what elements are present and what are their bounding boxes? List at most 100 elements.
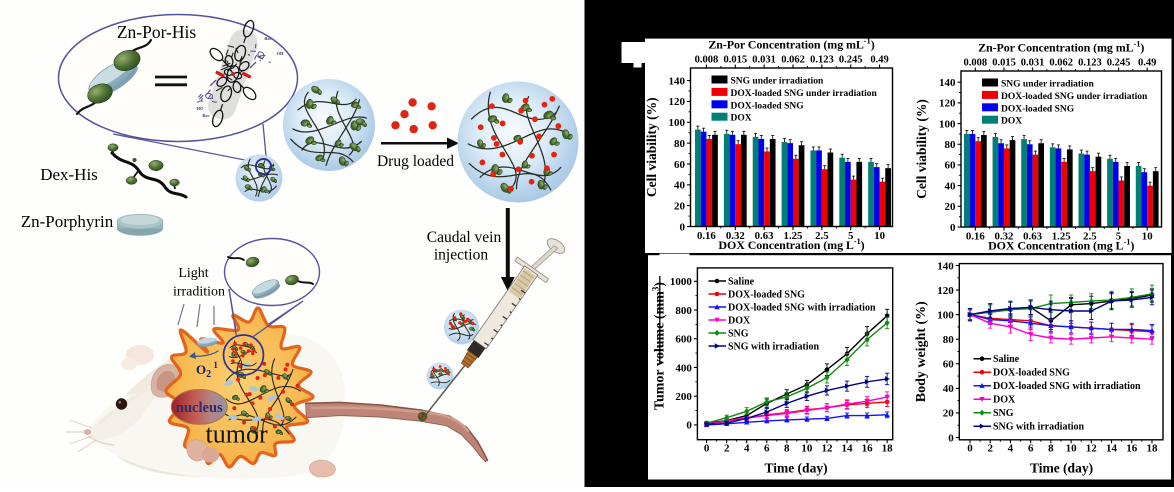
svg-text:0.49: 0.49 xyxy=(1138,58,1156,69)
svg-text:Body weight (%): Body weight (%) xyxy=(914,301,929,402)
svg-text:Zn-Por Concentration (mg mL-1): Zn-Por Concentration (mg mL-1) xyxy=(708,36,874,52)
svg-text:200: 200 xyxy=(675,391,692,403)
svg-text:Zn-Porphyrin: Zn-Porphyrin xyxy=(21,212,114,231)
svg-text:0.008: 0.008 xyxy=(963,58,987,69)
svg-text:12: 12 xyxy=(822,443,834,455)
svg-text:18: 18 xyxy=(882,443,894,455)
svg-text:800: 800 xyxy=(675,305,692,317)
svg-text:100: 100 xyxy=(939,118,956,130)
svg-text:80: 80 xyxy=(943,334,955,346)
svg-text:10: 10 xyxy=(801,443,813,455)
svg-text:DOX-loaded SNG with irradiatio: DOX-loaded SNG with irradiation xyxy=(728,303,876,314)
svg-text:SNG: SNG xyxy=(728,329,749,340)
svg-text:DOX-loaded SNG under irradiati: DOX-loaded SNG under irradiation xyxy=(1001,92,1148,102)
svg-text:8: 8 xyxy=(784,443,790,455)
svg-text:0: 0 xyxy=(704,443,710,455)
svg-text:DOX-loaded SNG with irradiatio: DOX-loaded SNG with irradiation xyxy=(993,381,1141,392)
svg-text:Saline: Saline xyxy=(728,277,755,288)
svg-text:DOX Concentration (mg L-1): DOX Concentration (mg L-1) xyxy=(718,236,864,252)
svg-text:Cell viability (%): Cell viability (%) xyxy=(914,99,929,199)
svg-text:nucleus: nucleus xyxy=(176,400,223,416)
svg-text:10: 10 xyxy=(1142,231,1153,243)
svg-text:0: 0 xyxy=(686,420,692,432)
svg-text:Dex-His: Dex-His xyxy=(40,165,98,184)
svg-text:400: 400 xyxy=(675,362,692,374)
svg-text:DOX Concentration (mg L-1): DOX Concentration (mg L-1) xyxy=(988,237,1134,253)
svg-text:0: 0 xyxy=(967,443,973,455)
svg-text:0.16: 0.16 xyxy=(697,230,716,242)
svg-text:DOX-loaded SNG: DOX-loaded SNG xyxy=(993,368,1070,379)
svg-text:16: 16 xyxy=(1126,443,1138,455)
svg-text:DOX: DOX xyxy=(1001,117,1022,127)
svg-text:60: 60 xyxy=(674,159,686,171)
svg-text:DOX-loaded SNG: DOX-loaded SNG xyxy=(728,290,805,301)
svg-text:DOX: DOX xyxy=(728,316,751,327)
svg-text:120: 120 xyxy=(937,285,954,297)
svg-text:6: 6 xyxy=(1028,443,1034,455)
svg-text:DOX-loaded SNG: DOX-loaded SNG xyxy=(731,101,805,111)
svg-text:20: 20 xyxy=(674,201,686,213)
svg-text:18: 18 xyxy=(1147,443,1159,455)
svg-text:0.245: 0.245 xyxy=(839,55,863,66)
svg-text:Time (day): Time (day) xyxy=(764,461,827,476)
svg-text:80: 80 xyxy=(945,139,957,151)
svg-text:100: 100 xyxy=(669,117,686,129)
svg-text:10: 10 xyxy=(874,230,885,242)
svg-text:Boc: Boc xyxy=(264,36,271,41)
svg-text:60: 60 xyxy=(945,160,957,172)
svg-text:0.123: 0.123 xyxy=(810,55,834,66)
svg-text:0.123: 0.123 xyxy=(1078,58,1102,69)
svg-text:100: 100 xyxy=(937,309,954,321)
svg-text:injection: injection xyxy=(434,247,488,264)
svg-text:60: 60 xyxy=(943,359,955,371)
svg-text:80: 80 xyxy=(674,138,686,150)
svg-text:8: 8 xyxy=(1048,443,1054,455)
svg-text:120: 120 xyxy=(669,96,686,108)
svg-text:40: 40 xyxy=(674,180,686,192)
svg-text:600: 600 xyxy=(675,334,692,346)
svg-text:1000: 1000 xyxy=(670,276,693,288)
svg-text:0.062: 0.062 xyxy=(1049,58,1073,69)
svg-text:20: 20 xyxy=(945,201,957,213)
svg-text:SNG with irradiation: SNG with irradiation xyxy=(728,342,820,353)
svg-text:SNG: SNG xyxy=(993,408,1014,419)
svg-text:16: 16 xyxy=(862,443,874,455)
svg-text:40: 40 xyxy=(945,180,957,192)
svg-text:Drug loaded: Drug loaded xyxy=(377,153,454,170)
svg-text:HO: HO xyxy=(196,106,204,111)
svg-text:12: 12 xyxy=(1086,443,1098,455)
svg-text:0: 0 xyxy=(950,222,956,234)
svg-text:Tumor volume (mm3): Tumor volume (mm3) xyxy=(651,282,668,411)
svg-text:0.031: 0.031 xyxy=(1021,58,1045,69)
svg-text:Zn-Por Concentration (mg mL-1): Zn-Por Concentration (mg mL-1) xyxy=(978,39,1144,55)
svg-text:SNG under irradiation: SNG under irradiation xyxy=(1001,80,1094,90)
svg-text:0.062: 0.062 xyxy=(781,55,805,66)
svg-text:4: 4 xyxy=(1008,443,1014,455)
svg-text:0.16: 0.16 xyxy=(966,231,985,243)
svg-text:SNG with irradiation: SNG with irradiation xyxy=(993,422,1085,433)
svg-text:Saline: Saline xyxy=(993,354,1020,365)
svg-text:SNG under irradiation: SNG under irradiation xyxy=(731,77,824,87)
svg-text:140: 140 xyxy=(669,75,686,87)
svg-text:2: 2 xyxy=(724,443,730,455)
svg-text:0.008: 0.008 xyxy=(695,55,719,66)
svg-text:0: 0 xyxy=(948,432,954,444)
svg-text:OH: OH xyxy=(276,51,284,56)
svg-text:Boc: Boc xyxy=(202,113,209,118)
svg-text:DOX: DOX xyxy=(731,114,752,124)
svg-text:0.49: 0.49 xyxy=(870,55,888,66)
svg-text:0.245: 0.245 xyxy=(1107,58,1131,69)
svg-text:tumor: tumor xyxy=(206,420,268,449)
svg-text:0.015: 0.015 xyxy=(992,58,1016,69)
svg-text:4: 4 xyxy=(744,443,750,455)
svg-text:0.031: 0.031 xyxy=(752,55,776,66)
svg-text:0.015: 0.015 xyxy=(723,55,747,66)
svg-text:0: 0 xyxy=(680,221,686,233)
svg-text:irradition: irradition xyxy=(173,285,225,300)
svg-text:Caudal vein: Caudal vein xyxy=(427,229,502,246)
svg-text:40: 40 xyxy=(943,383,955,395)
svg-text:140: 140 xyxy=(937,260,954,272)
svg-text:DOX-loaded SNG under irradiati: DOX-loaded SNG under irradiation xyxy=(731,89,878,99)
svg-text:14: 14 xyxy=(842,443,854,455)
svg-text:20: 20 xyxy=(943,408,955,420)
